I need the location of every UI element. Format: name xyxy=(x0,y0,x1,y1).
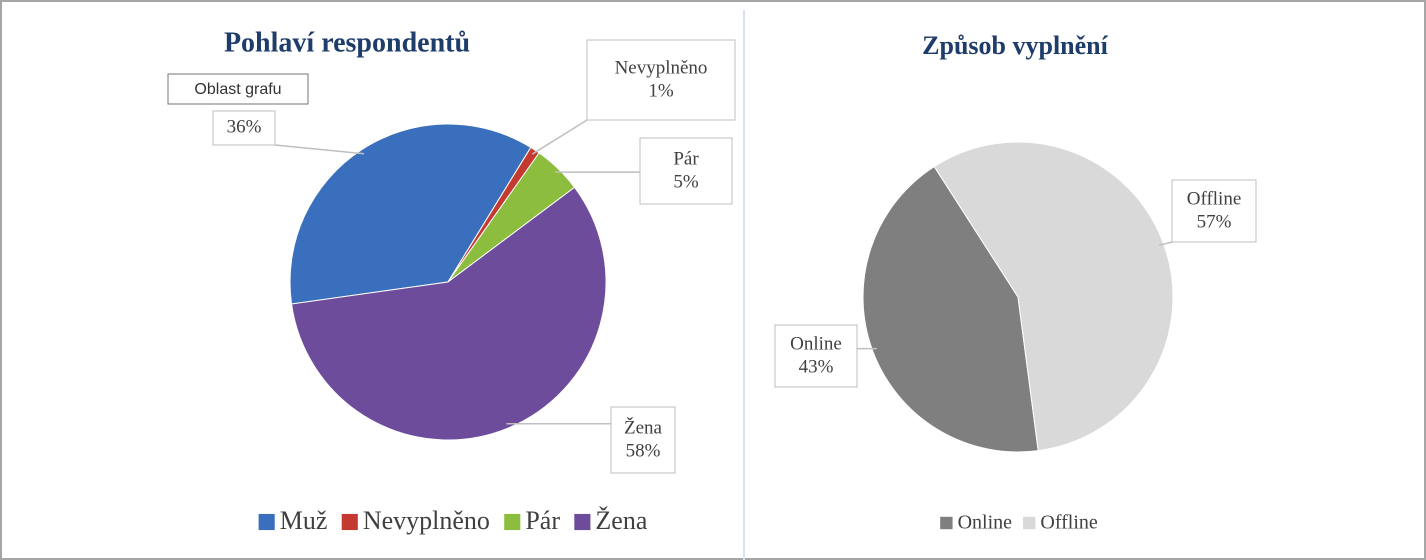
data-label: 5% xyxy=(673,171,699,192)
chart-title: Pohlaví respondentů xyxy=(224,27,470,58)
legend-swatch xyxy=(504,513,521,531)
data-label-box xyxy=(639,137,733,205)
data-label-name: Nevyplněno xyxy=(615,57,708,78)
data-label-name: Žena xyxy=(624,416,663,438)
data-label-name: Online xyxy=(790,333,842,354)
legend-label: Nevyplněno xyxy=(363,506,490,535)
legend-swatch xyxy=(574,513,591,531)
data-label: 58% xyxy=(626,440,661,461)
data-label: 36% xyxy=(227,116,262,137)
legend-swatch xyxy=(258,513,275,531)
data-label: 43% xyxy=(799,356,834,377)
pie-slice xyxy=(862,165,1039,453)
data-label-name: Pár xyxy=(673,148,699,169)
data-label-name: Offline xyxy=(1187,188,1242,209)
data-label-box xyxy=(610,406,676,474)
pie-slice xyxy=(289,123,532,305)
legend-label: Offline xyxy=(1040,512,1098,534)
legend-swatch xyxy=(1023,516,1036,530)
data-label-box xyxy=(212,110,276,146)
data-label-box xyxy=(774,324,858,388)
legend-swatch xyxy=(940,516,953,530)
leader-line xyxy=(1159,241,1173,247)
data-label: 57% xyxy=(1197,211,1232,232)
leader-line xyxy=(274,144,365,155)
data-label-box xyxy=(1171,179,1257,243)
pie-slice xyxy=(290,186,607,441)
chart-title: Způsob vyplnění xyxy=(922,31,1108,60)
leader-line xyxy=(531,119,588,155)
tooltip: Oblast grafu xyxy=(167,73,309,105)
data-label-box xyxy=(586,39,736,121)
legend-label: Pár xyxy=(525,506,560,535)
data-label: 1% xyxy=(648,80,674,101)
legend-label: Muž xyxy=(280,506,328,535)
legend-label: Online xyxy=(958,512,1013,534)
legend-label: Žena xyxy=(595,506,647,535)
legend-swatch xyxy=(341,513,358,531)
tooltip-box xyxy=(167,73,309,105)
tooltip-text: Oblast grafu xyxy=(194,81,281,98)
